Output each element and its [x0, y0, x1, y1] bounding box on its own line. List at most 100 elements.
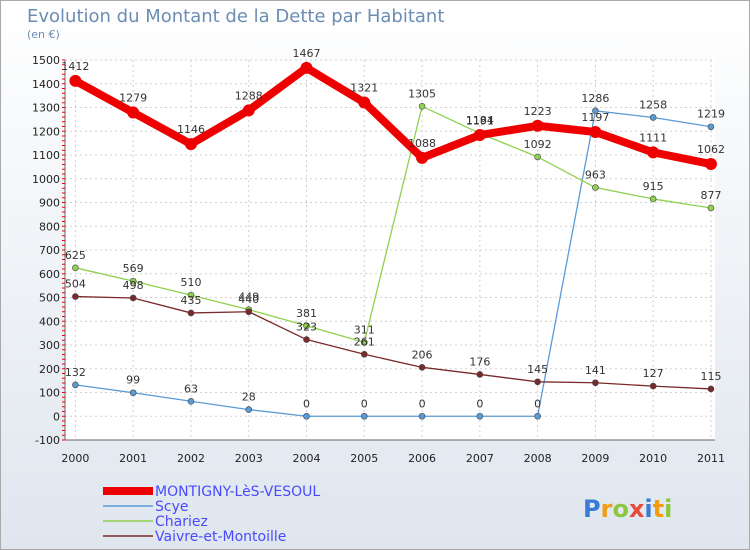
series-line	[75, 105, 712, 344]
data-label: 323	[296, 321, 317, 334]
data-label: 1092	[524, 138, 552, 151]
data-label: 1062	[697, 143, 725, 156]
data-label: 261	[354, 335, 375, 348]
x-tick-label: 2009	[581, 452, 609, 465]
data-label: 132	[65, 366, 86, 379]
data-point	[531, 119, 544, 132]
data-point	[476, 371, 484, 378]
y-tick-label: 700	[39, 244, 60, 257]
data-label: 0	[419, 397, 426, 410]
logo-letter: P	[583, 495, 601, 523]
data-point	[534, 378, 541, 386]
data-point	[649, 114, 657, 121]
series-line	[75, 295, 711, 390]
chart-title: Evolution du Montant de la Dette par Hab…	[27, 6, 444, 27]
series-layer: 132 99 63 28 0 0 0 0 0 1286 1258 1219 625 569 510 449 38…	[61, 47, 725, 420]
series-chariez: 625 569 510 449 381 311 1305 1191 1092 963 915 877	[65, 87, 721, 346]
logo-letter: o	[612, 495, 629, 523]
data-point	[649, 382, 657, 390]
data-point	[418, 103, 426, 110]
data-label: 877	[700, 189, 721, 202]
data-point	[418, 412, 426, 420]
data-point	[534, 153, 541, 161]
y-tick-label: 1300	[32, 102, 60, 115]
x-tick-label: 2006	[408, 452, 436, 465]
data-label: 1191	[466, 114, 494, 127]
x-tick-label: 2002	[177, 452, 205, 465]
data-label: 0	[361, 397, 368, 410]
data-label: 1412	[61, 60, 89, 73]
legend-label: MONTIGNY-LèS-VESOUL	[155, 484, 320, 500]
data-label: 28	[242, 391, 256, 404]
data-label: 1305	[408, 87, 436, 100]
data-point	[184, 138, 197, 151]
data-point	[187, 291, 195, 299]
chart-subtitle: (en €)	[27, 28, 60, 41]
data-point	[72, 381, 79, 389]
data-point	[69, 74, 82, 87]
data-point	[647, 146, 660, 159]
data-point	[303, 412, 310, 420]
data-point	[358, 96, 371, 109]
data-label: 0	[303, 397, 310, 410]
y-tick-label: -100	[35, 434, 60, 447]
y-tick-label: 800	[39, 220, 60, 233]
data-label: 569	[123, 262, 144, 275]
data-label: 1279	[119, 91, 147, 104]
y-tick-label: 100	[39, 387, 60, 400]
x-tick-label: 2005	[350, 452, 378, 465]
data-point	[707, 123, 715, 131]
data-point	[534, 412, 541, 420]
data-point	[129, 294, 137, 302]
data-point	[473, 129, 486, 142]
x-tick-label: 2007	[466, 452, 494, 465]
y-tick-label: 1200	[32, 125, 60, 138]
data-label: 63	[184, 382, 198, 395]
x-tick-label: 2001	[119, 452, 147, 465]
data-point	[360, 412, 368, 420]
series-line	[73, 63, 712, 168]
legend-label: Chariez	[155, 514, 208, 530]
data-label: 1088	[408, 137, 436, 150]
data-label: 311	[354, 323, 375, 336]
data-label: 1146	[177, 123, 205, 136]
data-point	[360, 350, 368, 358]
y-tick-label: 1400	[32, 78, 60, 91]
y-tick-label: 1100	[32, 149, 60, 162]
data-point	[300, 61, 313, 74]
data-point	[242, 104, 255, 117]
series-line	[75, 110, 712, 417]
data-point	[592, 184, 599, 191]
data-point	[589, 125, 602, 138]
data-point	[245, 406, 253, 413]
data-point	[187, 309, 195, 317]
data-label: 1111	[639, 131, 667, 144]
logo-letter: x	[629, 495, 645, 523]
series-scye: 132 99 63 28 0 0 0 0 0 1286 1258 1219	[65, 92, 725, 420]
data-label: 1219	[697, 108, 725, 121]
data-label: 435	[180, 294, 201, 307]
data-point	[416, 151, 429, 164]
data-label: 449	[238, 291, 259, 304]
logo-letter: r	[601, 495, 613, 523]
x-tick-label: 2008	[524, 452, 552, 465]
x-tick-label: 2000	[61, 452, 89, 465]
data-label: 176	[469, 355, 490, 368]
data-point	[129, 389, 137, 397]
data-point	[476, 412, 484, 420]
data-label: 381	[296, 307, 317, 320]
data-label: 127	[643, 367, 664, 380]
proxiti-logo: Proxiti	[583, 495, 672, 523]
logo-letter: t	[653, 495, 664, 523]
data-label: 115	[700, 370, 721, 383]
data-label: 99	[126, 374, 140, 387]
data-label: 1223	[524, 105, 552, 118]
data-point	[187, 397, 195, 405]
x-tick-label: 2011	[697, 452, 725, 465]
y-tick-label: 400	[39, 315, 60, 328]
data-point	[592, 107, 599, 115]
data-label: 1286	[581, 92, 609, 105]
data-point	[303, 336, 310, 343]
data-label: 440	[238, 293, 259, 306]
